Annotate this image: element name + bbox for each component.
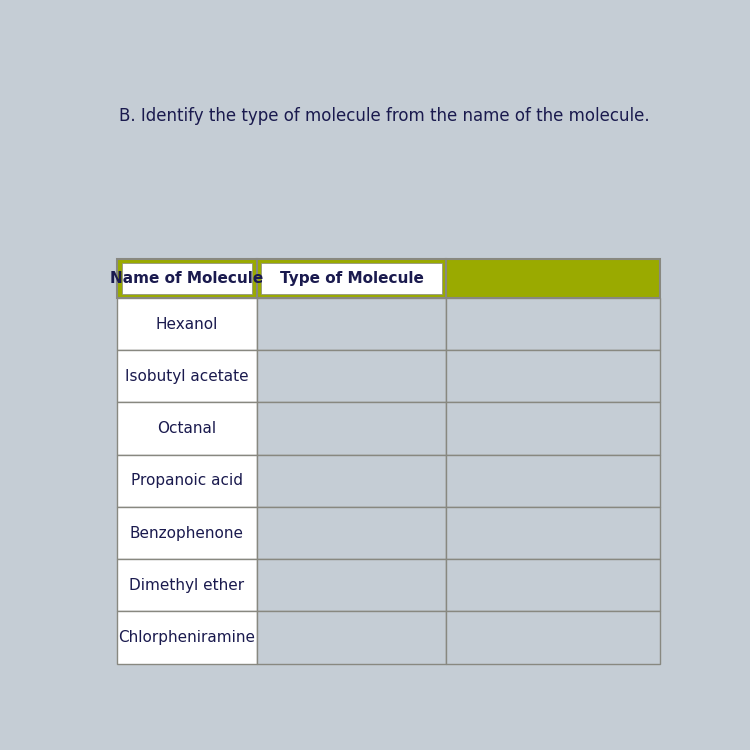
Text: Octanal: Octanal <box>158 421 216 436</box>
Bar <box>117 507 256 560</box>
Bar <box>256 454 446 507</box>
Bar <box>446 403 659 454</box>
Bar <box>446 560 659 611</box>
Bar <box>446 507 659 560</box>
Text: Dimethyl ether: Dimethyl ether <box>129 578 244 592</box>
Text: Isobutyl acetate: Isobutyl acetate <box>125 369 248 384</box>
Bar <box>117 454 256 507</box>
Bar <box>117 403 256 454</box>
Bar <box>446 454 659 507</box>
Bar <box>256 298 446 350</box>
Text: Hexanol: Hexanol <box>155 316 218 332</box>
Bar <box>446 611 659 664</box>
Bar <box>117 350 256 403</box>
Bar <box>256 560 446 611</box>
Bar <box>256 350 446 403</box>
Text: Chlorpheniramine: Chlorpheniramine <box>118 630 255 645</box>
Text: Type of Molecule: Type of Molecule <box>280 272 423 286</box>
Bar <box>256 507 446 560</box>
Bar <box>256 611 446 664</box>
Text: Benzophenone: Benzophenone <box>130 526 244 541</box>
Bar <box>117 560 256 611</box>
Bar <box>446 350 659 403</box>
Bar <box>261 263 442 294</box>
Bar <box>122 263 252 294</box>
Bar <box>117 260 659 298</box>
Text: B. Identify the type of molecule from the name of the molecule.: B. Identify the type of molecule from th… <box>119 107 650 125</box>
Bar <box>117 611 256 664</box>
Bar <box>256 403 446 454</box>
Bar <box>117 298 256 350</box>
Bar <box>446 298 659 350</box>
Text: Name of Molecule: Name of Molecule <box>110 272 263 286</box>
Text: Propanoic acid: Propanoic acid <box>130 473 243 488</box>
